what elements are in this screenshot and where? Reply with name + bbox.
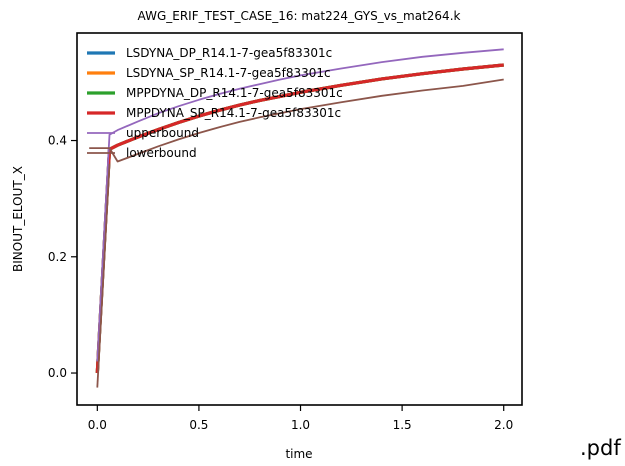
chart-title: AWG_ERIF_TEST_CASE_16: mat224_GYS_vs_mat… (138, 9, 461, 23)
series-line-5 (96, 48, 504, 362)
y-axis-label: BINOUT_ELOUT_X (11, 166, 25, 272)
x-tick-label: 2.0 (494, 418, 513, 432)
y-tick-label: 0.0 (48, 366, 67, 380)
y-tick-label: 0.4 (48, 134, 67, 148)
x-tick-label: 1.5 (393, 418, 412, 432)
legend-label: upperbound (126, 126, 199, 140)
series-line-7 (96, 163, 111, 388)
x-axis-label: time (285, 447, 312, 461)
legend-label: LSDYNA_DP_R14.1-7-gea5f83301c (126, 46, 332, 60)
x-tick-label: 1.0 (291, 418, 310, 432)
y-axis: 0.0 0.2 0.4 (48, 134, 77, 380)
plot-lines (89, 48, 504, 388)
series-line-4 (95, 63, 504, 374)
plot-area-frame (76, 32, 523, 406)
legend: LSDYNA_DP_R14.1-7-gea5f83301c LSDYNA_SP_R… (87, 46, 343, 160)
legend-label: MPPDYNA_DP_R14.1-7-gea5f83301c (126, 86, 343, 100)
legend-label: lowerbound (126, 146, 197, 160)
x-tick-label: 0.5 (189, 418, 208, 432)
y-tick-label: 0.2 (48, 250, 67, 264)
series-line-6 (89, 78, 504, 163)
pdf-watermark: .pdf (580, 436, 621, 460)
x-tick-label: 0.0 (88, 418, 107, 432)
legend-label: MPPDYNA_SP_R14.1-7-gea5f83301c (126, 106, 341, 120)
legend-label: LSDYNA_SP_R14.1-7-gea5f83301c (126, 66, 331, 80)
x-axis: 0.0 0.5 1.0 1.5 2.0 (88, 405, 513, 432)
